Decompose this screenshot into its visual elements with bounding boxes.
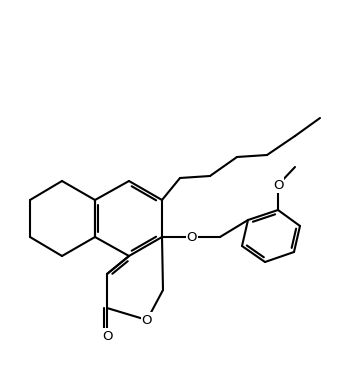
Text: O: O: [273, 179, 283, 192]
Text: O: O: [142, 314, 152, 327]
Text: O: O: [187, 231, 197, 244]
Text: O: O: [102, 330, 112, 343]
